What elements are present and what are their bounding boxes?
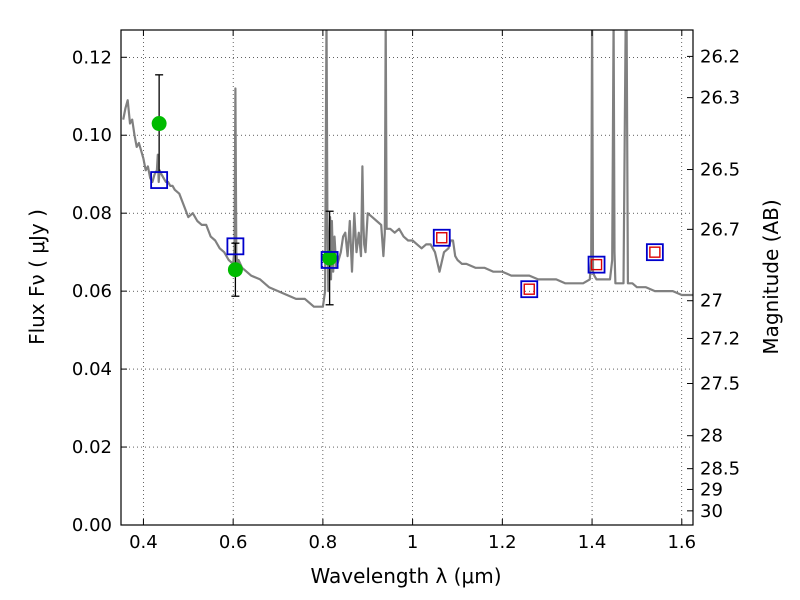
model-photometry-square: [226, 237, 245, 256]
y-tick-label: 0.12: [72, 47, 112, 68]
y-tick-label: 0.08: [72, 203, 112, 224]
measured-flux-point: [322, 250, 338, 266]
y-tick-label: 0.10: [72, 125, 112, 146]
x-axis-label: Wavelength λ (μm): [310, 564, 501, 588]
model-photometry-square: [432, 228, 451, 247]
y-tick-label: 0.02: [72, 437, 112, 458]
right-tick-label: 26.7: [700, 219, 740, 240]
model-photometry-square: [150, 171, 169, 189]
x-tick-label: 1: [407, 532, 418, 553]
x-tick-label: 0.4: [129, 532, 158, 553]
right-tick-label: 27: [700, 291, 723, 312]
sed-model-line: [122, 30, 693, 308]
right-tick-label: 30: [700, 501, 723, 522]
right-tick-label: 28: [700, 426, 723, 447]
model-photometry-inner-square: [590, 258, 603, 271]
model-photometry-square: [520, 280, 539, 299]
right-tick-label: 26.3: [700, 88, 740, 109]
marker-layer: [150, 74, 664, 306]
y-tick-label: 0.00: [72, 515, 112, 536]
model-photometry-square: [645, 243, 664, 262]
x-tick-label: 1.4: [578, 532, 607, 553]
measured-flux-point: [227, 262, 243, 278]
right-tick-label: 27.2: [700, 328, 740, 349]
model-photometry-inner-square: [523, 283, 535, 295]
measured-flux-point: [151, 116, 167, 132]
x-tick-label: 0.6: [219, 532, 248, 553]
right-tick-label: 27.5: [700, 373, 740, 394]
tick-layer: 0.4 0.6 0.8 1 1.2 1.4 1.6 0.00 0.02 0.04 0.06 0.08 0…: [72, 30, 740, 553]
right-tick-label: 26.2: [700, 46, 740, 67]
right-tick-label: 29: [700, 479, 723, 500]
x-tick-label: 1.2: [488, 532, 517, 553]
model-photometry-inner-square: [436, 232, 448, 244]
model-photometry-inner-square: [649, 246, 661, 258]
series-layer: [122, 30, 693, 308]
y-axis-label: Flux Fν ( μJy ): [25, 209, 49, 345]
plot-frame: [120, 29, 694, 526]
right-tick-label: 26.5: [700, 160, 740, 181]
y-tick-label: 0.04: [72, 359, 112, 380]
x-tick-label: 1.6: [667, 532, 696, 553]
right-tick-label: 28.5: [700, 459, 740, 480]
y-tick-label: 0.06: [72, 281, 112, 302]
model-photometry-square: [320, 251, 339, 269]
right-axis-label: Magnitude (AB): [759, 199, 783, 354]
model-photometry-square: [587, 255, 606, 274]
x-tick-label: 0.8: [309, 532, 338, 553]
